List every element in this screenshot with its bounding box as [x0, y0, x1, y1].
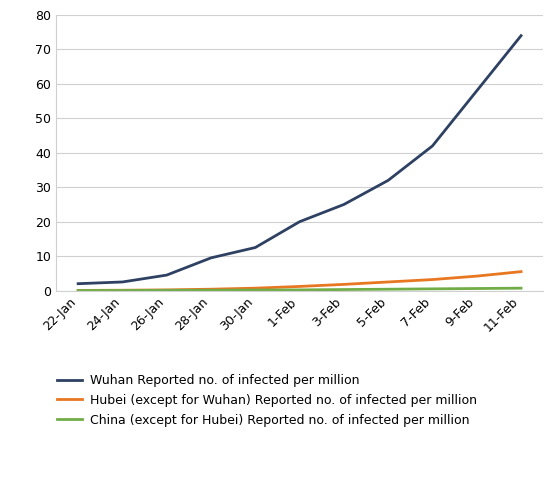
Legend: Wuhan Reported no. of infected per million, Hubei (except for Wuhan) Reported no: Wuhan Reported no. of infected per milli…	[57, 374, 477, 427]
